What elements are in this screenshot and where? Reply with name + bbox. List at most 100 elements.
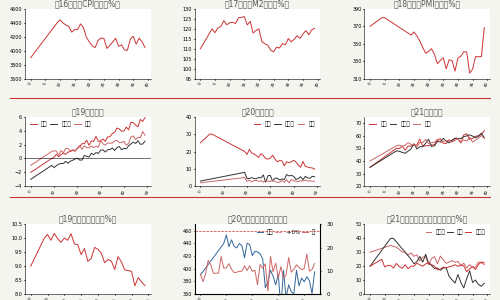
彭博 xyxy=(198,273,203,277)
欧元区 xyxy=(426,137,432,141)
元 xyxy=(278,265,284,268)
元 xyxy=(213,272,219,275)
Line: 彭博: 彭博 xyxy=(200,235,314,300)
房地产 xyxy=(422,262,428,266)
欧元区 xyxy=(432,144,438,148)
中国 xyxy=(367,159,373,163)
元 xyxy=(205,259,211,262)
全社会 xyxy=(461,261,467,265)
欧元区 xyxy=(51,166,57,169)
中国 xyxy=(414,145,420,148)
中国 xyxy=(256,179,262,183)
中国 xyxy=(446,139,452,143)
元 xyxy=(309,268,315,271)
欧元区 xyxy=(248,176,254,179)
中国 xyxy=(288,178,294,181)
中国 xyxy=(286,181,292,185)
中国 xyxy=(417,141,423,144)
中国 xyxy=(230,177,236,181)
欧元区 xyxy=(126,144,132,148)
中国 xyxy=(96,146,102,149)
美国 xyxy=(408,144,414,148)
美国 xyxy=(90,140,96,143)
欧元区 xyxy=(284,173,290,176)
美国 xyxy=(84,138,89,142)
美国 xyxy=(256,156,262,159)
欧元区 xyxy=(307,176,313,180)
美国 xyxy=(373,161,379,165)
美国 xyxy=(262,157,268,160)
Title: 图20：彩博全: 图20：彩博全 xyxy=(241,107,274,116)
美国 xyxy=(58,153,64,157)
欧元区 xyxy=(42,168,48,172)
中国 xyxy=(260,180,266,184)
中国 xyxy=(51,149,57,152)
Line: 美国: 美国 xyxy=(30,118,145,172)
美国 xyxy=(234,146,240,150)
房地产 xyxy=(379,257,385,261)
彭博 xyxy=(280,269,286,272)
美国 xyxy=(126,128,132,132)
欧元区 xyxy=(74,156,80,160)
欧元区 xyxy=(228,173,234,177)
制造 xyxy=(446,274,452,278)
彭博 xyxy=(301,280,307,284)
欧元区 xyxy=(218,175,224,179)
欧元区 xyxy=(44,167,50,170)
中国 xyxy=(246,178,252,182)
美国 xyxy=(209,132,215,136)
中国 xyxy=(226,178,232,181)
美国 xyxy=(240,148,246,152)
欧元区 xyxy=(93,151,99,154)
美国 xyxy=(390,148,396,152)
美国 xyxy=(286,161,292,164)
欧元区 xyxy=(58,162,64,165)
彭博 xyxy=(202,266,208,270)
彭博 xyxy=(262,286,268,290)
中国 xyxy=(204,180,210,184)
元 xyxy=(312,262,318,265)
欧元区 xyxy=(384,154,390,158)
中国 xyxy=(276,181,282,184)
美国 xyxy=(476,134,482,137)
欧元区 xyxy=(30,176,36,180)
全社会 xyxy=(472,265,478,269)
中国 xyxy=(272,180,278,184)
欧元区 xyxy=(408,147,414,151)
房地产 xyxy=(367,264,373,268)
美国 xyxy=(466,138,472,141)
美国 xyxy=(288,160,294,164)
美国 xyxy=(37,164,43,168)
全社会 xyxy=(422,255,428,259)
美国 xyxy=(98,139,103,142)
美国 xyxy=(310,166,316,170)
美国 xyxy=(237,147,243,151)
制造 xyxy=(440,266,446,270)
欧元区 xyxy=(420,145,426,148)
彭博 xyxy=(210,256,216,259)
美国 xyxy=(270,153,276,157)
美国 xyxy=(51,156,57,159)
制造 xyxy=(449,278,455,282)
美国 xyxy=(86,143,92,147)
全社会 xyxy=(417,259,423,263)
中国 xyxy=(107,141,113,145)
美国 xyxy=(302,165,308,168)
中国 xyxy=(90,146,96,149)
中国 xyxy=(140,130,145,133)
全社会 xyxy=(452,260,458,264)
彭博 xyxy=(286,283,292,286)
中国 xyxy=(138,136,143,140)
欧元区 xyxy=(293,178,299,181)
美国 xyxy=(293,160,299,164)
美国 xyxy=(417,137,423,141)
中国 xyxy=(244,180,250,183)
美国 xyxy=(74,147,80,150)
欧元区 xyxy=(70,158,75,162)
中国 xyxy=(390,146,396,149)
美国 xyxy=(112,130,117,134)
全社会 xyxy=(373,248,379,252)
中国 xyxy=(426,142,432,146)
中国 xyxy=(62,146,68,150)
美国 xyxy=(244,153,250,156)
